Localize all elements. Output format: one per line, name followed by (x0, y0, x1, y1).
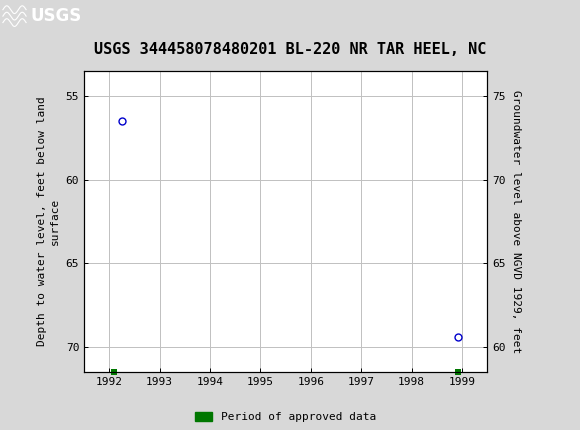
Text: USGS: USGS (31, 7, 82, 25)
Y-axis label: Groundwater level above NGVD 1929, feet: Groundwater level above NGVD 1929, feet (511, 90, 521, 353)
Y-axis label: Depth to water level, feet below land
surface: Depth to water level, feet below land su… (37, 97, 60, 346)
Legend: Period of approved data: Period of approved data (191, 408, 380, 427)
Text: USGS 344458078480201 BL-220 NR TAR HEEL, NC: USGS 344458078480201 BL-220 NR TAR HEEL,… (94, 42, 486, 57)
